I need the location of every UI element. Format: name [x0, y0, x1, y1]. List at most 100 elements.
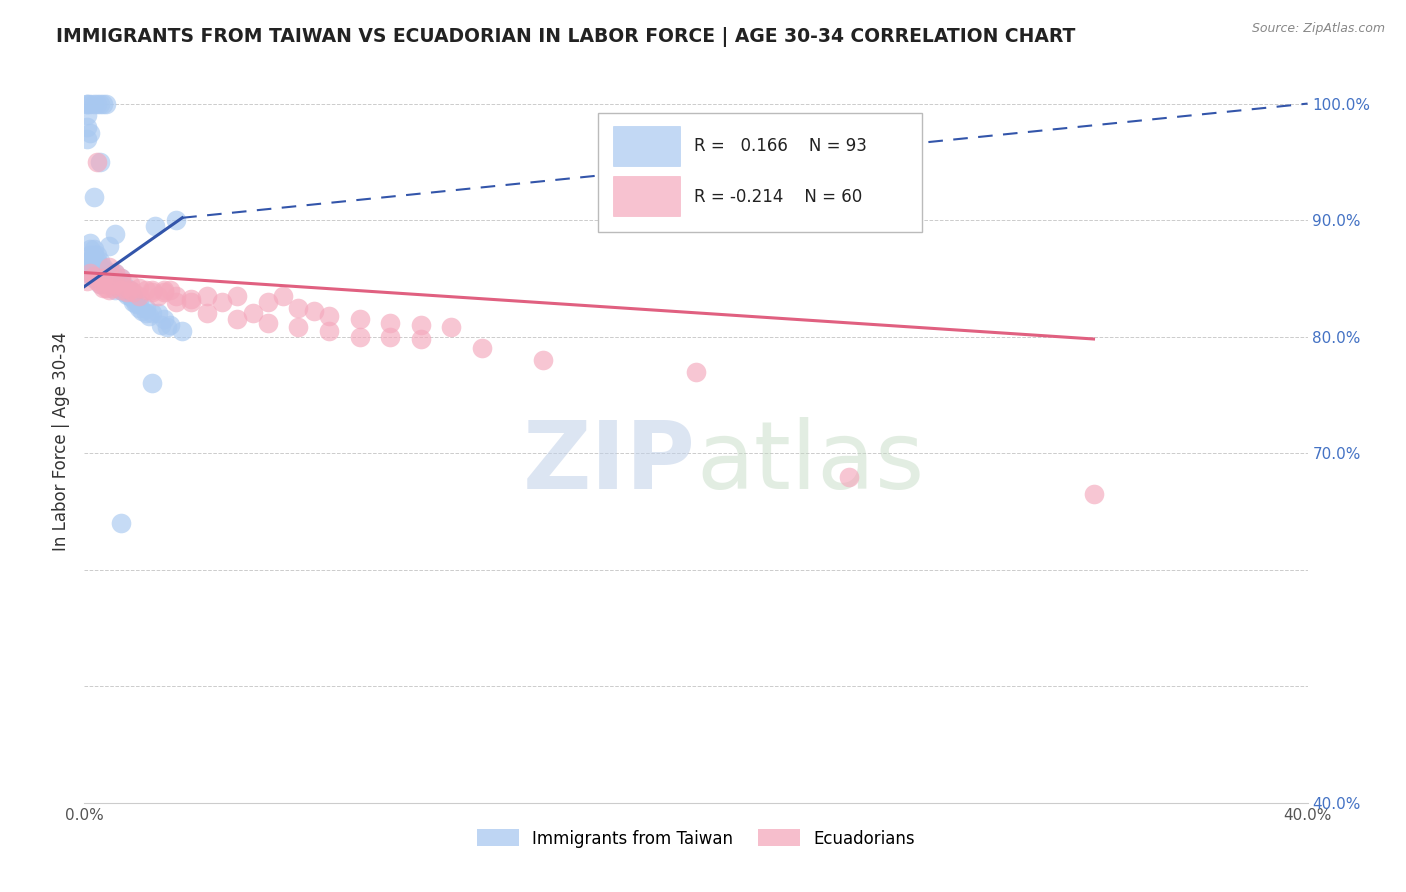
Point [120, 289, 142, 303]
Point [349, 329, 371, 343]
Point [128, 297, 150, 311]
Point [110, 271, 132, 285]
Point [226, 289, 249, 303]
Point [471, 341, 494, 355]
Point [89, 271, 111, 285]
Text: IMMIGRANTS FROM TAIWAN VS ECUADORIAN IN LABOR FORCE | AGE 30-34 CORRELATION CHAR: IMMIGRANTS FROM TAIWAN VS ECUADORIAN IN … [56, 27, 1076, 46]
Point [112, 279, 135, 293]
Point [97, 283, 120, 297]
Point [112, 281, 135, 295]
Point [110, 271, 132, 285]
Point [110, 283, 132, 297]
Point [89, 277, 111, 292]
Point [76, 108, 98, 122]
Point [318, 309, 340, 323]
Point [89, 96, 111, 111]
Point [115, 285, 138, 300]
Point [153, 312, 176, 326]
Point [380, 329, 402, 343]
Point [97, 271, 120, 285]
Point [271, 289, 294, 303]
Point [76, 274, 98, 288]
Point [153, 285, 176, 300]
Point [91, 281, 114, 295]
Point [83, 190, 105, 204]
Point [104, 271, 127, 285]
Point [287, 301, 309, 315]
Point [83, 248, 105, 262]
Text: Source: ZipAtlas.com: Source: ZipAtlas.com [1251, 22, 1385, 36]
Point [86, 274, 108, 288]
Point [257, 316, 280, 330]
Point [76, 96, 98, 111]
Point [318, 324, 340, 338]
Point [86, 266, 108, 280]
Point [125, 297, 148, 311]
Point [122, 285, 145, 300]
Point [120, 283, 142, 297]
Text: R =   0.166    N = 93: R = 0.166 N = 93 [693, 137, 866, 155]
Point [94, 281, 117, 295]
Point [1083, 487, 1105, 501]
Point [83, 260, 105, 274]
Point [531, 353, 554, 368]
Point [94, 96, 117, 111]
Point [91, 96, 114, 111]
Point [104, 266, 127, 280]
Point [409, 332, 432, 346]
Point [89, 277, 111, 292]
Point [79, 236, 101, 251]
Point [122, 293, 145, 307]
Point [172, 324, 194, 338]
Point [83, 271, 105, 285]
Point [287, 320, 309, 334]
Point [79, 254, 101, 268]
Point [101, 266, 124, 280]
Point [76, 260, 98, 274]
Point [76, 131, 98, 145]
Point [79, 260, 101, 274]
Point [86, 266, 108, 280]
Point [440, 320, 463, 334]
Point [79, 266, 101, 280]
Text: ZIP: ZIP [523, 417, 696, 509]
Point [104, 283, 127, 297]
Point [195, 306, 218, 320]
Point [94, 268, 117, 283]
Point [257, 294, 280, 309]
Point [76, 254, 98, 268]
Point [79, 242, 101, 256]
Point [122, 294, 145, 309]
Point [83, 268, 105, 283]
Point [149, 318, 172, 332]
Point [141, 376, 163, 391]
Point [165, 289, 187, 303]
Point [146, 306, 169, 320]
Point [138, 309, 160, 323]
Point [86, 254, 108, 268]
Point [120, 283, 142, 297]
Point [101, 277, 124, 292]
Point [159, 283, 181, 297]
Legend: Immigrants from Taiwan, Ecuadorians: Immigrants from Taiwan, Ecuadorians [468, 821, 924, 856]
Point [122, 289, 145, 303]
Point [83, 242, 105, 256]
Point [83, 271, 105, 285]
Point [141, 306, 163, 320]
Point [91, 271, 114, 285]
Point [131, 304, 153, 318]
Point [79, 266, 101, 280]
Point [838, 469, 860, 483]
Point [94, 264, 117, 278]
Point [115, 285, 138, 300]
Point [83, 266, 105, 280]
Point [128, 281, 150, 295]
Point [349, 312, 371, 326]
Point [141, 283, 163, 297]
Point [91, 268, 114, 283]
Point [97, 277, 120, 292]
Point [135, 306, 157, 320]
Point [89, 154, 111, 169]
Text: R = -0.214    N = 60: R = -0.214 N = 60 [693, 187, 862, 205]
Point [97, 266, 120, 280]
